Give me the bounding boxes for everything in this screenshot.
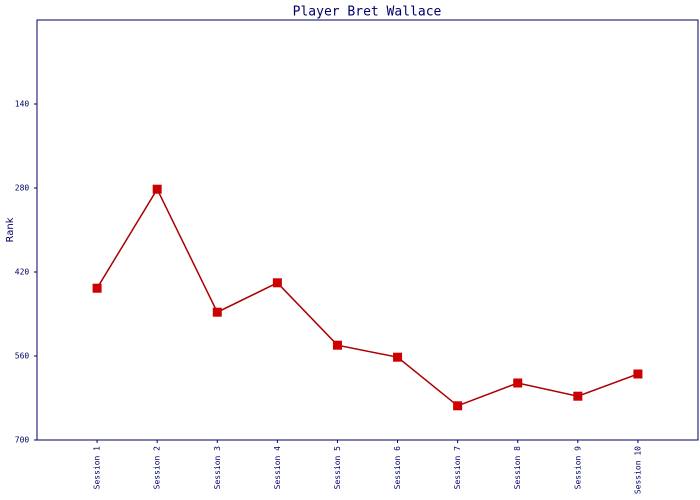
x-tick-label: Session 8 — [513, 446, 522, 490]
x-tick-label: Session 3 — [213, 446, 222, 490]
marker — [573, 391, 583, 401]
marker — [633, 369, 643, 379]
x-tick-label: Session 2 — [153, 446, 162, 490]
y-tick-label: 140 — [15, 100, 30, 109]
x-tick-label: Session 1 — [93, 446, 102, 490]
y-axis-label: Rank — [5, 217, 16, 242]
marker — [152, 184, 162, 194]
x-tick-label: Session 6 — [393, 446, 402, 490]
y-tick-label: 420 — [15, 268, 30, 277]
x-tick-label: Session 10 — [633, 446, 642, 494]
chart-title: Player Bret Wallace — [293, 5, 442, 20]
plot-frame — [36, 19, 699, 441]
marker — [393, 352, 403, 362]
x-tick-label: Session 9 — [573, 446, 582, 490]
line — [96, 187, 639, 407]
marker — [513, 378, 523, 388]
x-tick-label: Session 7 — [453, 446, 462, 490]
marker — [212, 307, 222, 317]
marker — [92, 283, 102, 293]
marker — [332, 340, 342, 350]
y-tick-label: 700 — [15, 436, 30, 445]
marker — [272, 278, 282, 288]
x-tick-label: Session 5 — [333, 446, 342, 490]
y-tick-label: 280 — [15, 184, 30, 193]
marker — [453, 401, 463, 411]
x-tick-label: Session 4 — [273, 446, 282, 490]
y-tick-label: 560 — [15, 352, 30, 361]
